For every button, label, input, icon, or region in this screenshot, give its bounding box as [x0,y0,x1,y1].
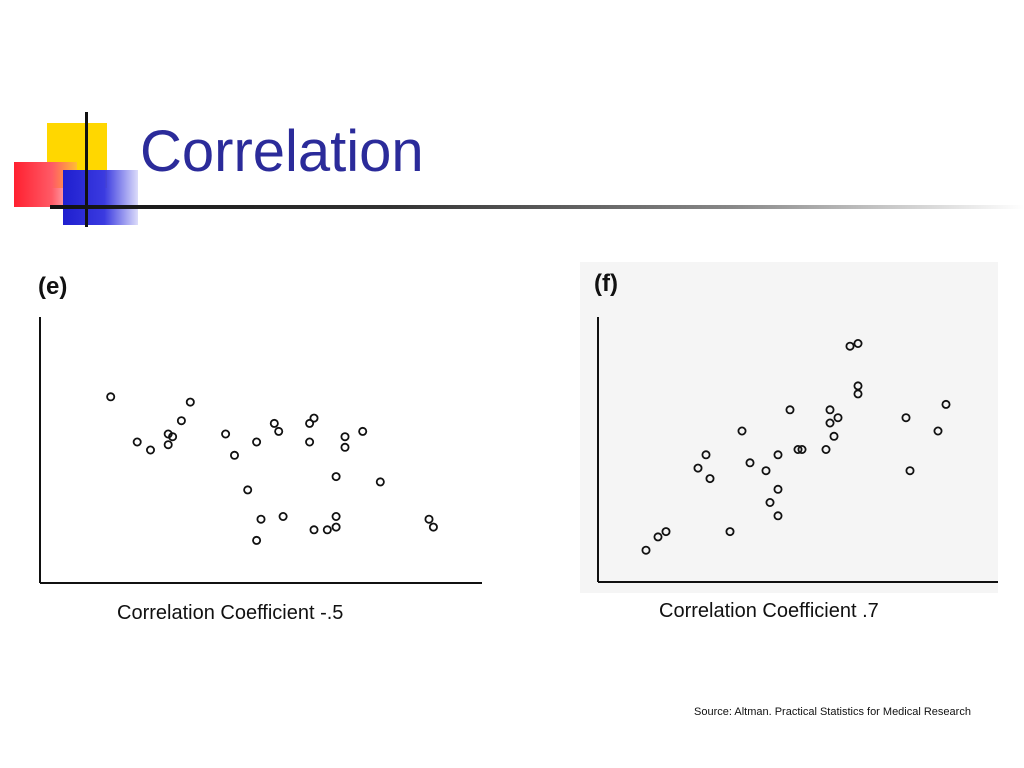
scatter-point-f [745,458,755,468]
scatter-point-f [773,484,783,494]
scatter-point-e [331,472,341,482]
scatter-point-f [793,444,803,454]
scatter-point-e [274,426,284,436]
scatter-point-e [309,413,319,423]
scatter-point-e [243,485,253,495]
scatter-point-e [229,450,239,460]
scatter-point-e [221,429,231,439]
title-underline [50,205,1024,209]
scatter-point-f [905,466,915,476]
scatter-point-f [773,450,783,460]
slide-title: Correlation [140,119,424,184]
scatter-point-f [765,497,775,507]
scatter-point-e [375,477,385,487]
scatter-point-e [163,429,173,439]
scatter-point-e [106,392,116,402]
scatter-point-e [269,418,279,428]
scatter-point-f [853,381,863,391]
caption-e: Correlation Coefficient -.5 [117,602,344,624]
scatter-point-f [933,426,943,436]
scatter-point-e [305,437,315,447]
caption-f: Correlation Coefficient .7 [659,600,879,622]
scatter-point-f [825,405,835,415]
scatter-point-f [821,444,831,454]
scatter-point-f [653,532,663,542]
scatter-point-f [829,431,839,441]
scatter-point-e [163,440,173,450]
scatter-point-f [693,463,703,473]
panel-label-e: (e) [38,273,68,300]
scatter-point-e [424,514,434,524]
scatter-plot-e [39,317,482,584]
scatter-point-f [725,527,735,537]
scatter-point-f [853,339,863,349]
source-citation: Source: Altman. Practical Statistics for… [694,706,971,718]
scatter-point-f [797,444,807,454]
scatter-point-e [252,437,262,447]
scatter-point-e [428,522,438,532]
scatter-point-e [252,535,262,545]
scatter-point-f [641,545,651,555]
scatter-point-f [845,341,855,351]
scatter-point-e [185,397,195,407]
scatter-panel-f: (f) [580,262,998,593]
logo-vertical-line [85,112,88,227]
scatter-point-f [825,418,835,428]
scatter-point-f [737,426,747,436]
scatter-point-f [701,450,711,460]
scatter-point-e [331,522,341,532]
scatter-point-e [146,445,156,455]
scatter-plot-f [597,317,998,583]
scatter-point-f [773,511,783,521]
decorative-logo [0,0,140,240]
scatter-point-e [358,426,368,436]
logo-blue-square [63,170,138,225]
scatter-point-f [761,466,771,476]
scatter-point-f [833,413,843,423]
scatter-point-f [661,527,671,537]
scatter-panel-e: (e) [30,265,485,590]
scatter-point-e [278,511,288,521]
scatter-point-f [853,389,863,399]
scatter-point-e [340,432,350,442]
scatter-point-e [309,525,319,535]
scatter-point-e [132,437,142,447]
scatter-point-f [785,405,795,415]
scatter-point-f [941,399,951,409]
scatter-point-e [340,442,350,452]
scatter-point-e [305,418,315,428]
scatter-point-f [901,413,911,423]
scatter-point-e [322,525,332,535]
scatter-point-e [331,511,341,521]
scatter-point-e [176,416,186,426]
scatter-point-e [256,514,266,524]
panel-label-f: (f) [594,270,618,297]
scatter-point-f [705,474,715,484]
